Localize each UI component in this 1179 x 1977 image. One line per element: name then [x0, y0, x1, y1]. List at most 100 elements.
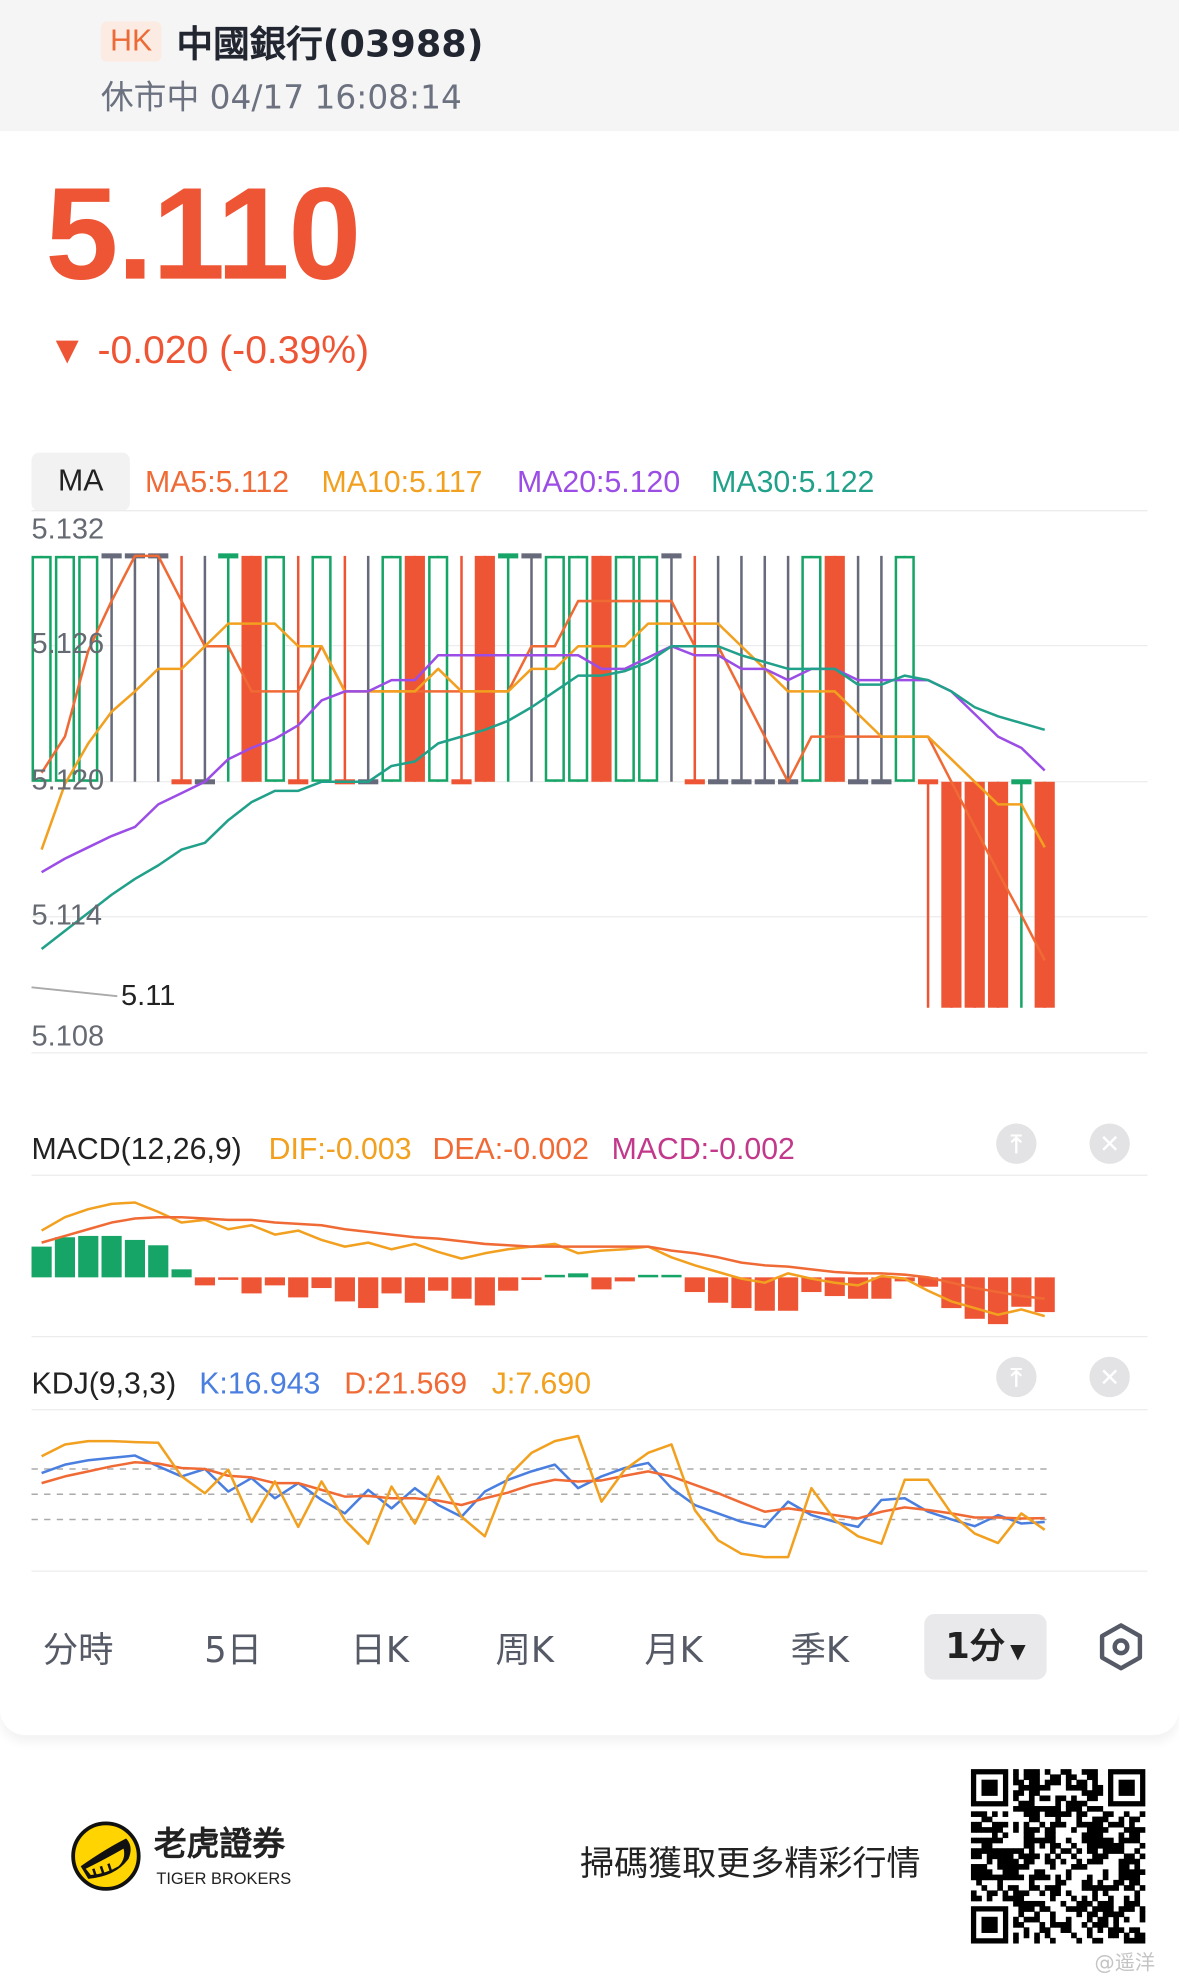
qr-module — [1092, 1774, 1098, 1781]
qr-module — [1039, 1906, 1046, 1912]
qr-module — [1081, 1864, 1088, 1870]
tab-1min-dropdown[interactable]: 1分 ▼ — [924, 1614, 1047, 1680]
qr-module — [1060, 1821, 1067, 1828]
last-price: 5.110 — [45, 161, 361, 308]
qr-module — [1028, 1795, 1035, 1802]
qr-module — [1028, 1916, 1035, 1923]
qr-module — [1097, 1853, 1104, 1860]
settings-icon[interactable] — [1097, 1623, 1145, 1671]
macd-bar — [288, 1277, 309, 1298]
tab-5day[interactable]: 5日 — [204, 1629, 263, 1671]
qr-module — [1108, 1842, 1114, 1849]
qr-module — [1028, 1774, 1035, 1781]
macd-bar — [871, 1277, 892, 1299]
pin-top-icon[interactable]: ⤒ — [996, 1356, 1037, 1398]
qr-module — [1023, 1784, 1030, 1791]
qr-module — [1123, 1853, 1130, 1860]
qr-module — [1013, 1932, 1019, 1939]
indicator-tab-ma[interactable]: MA — [31, 452, 130, 511]
qr-module — [1118, 1874, 1125, 1881]
qr-module — [1129, 1927, 1135, 1933]
macd-bar — [917, 1277, 939, 1287]
qr-module — [1013, 1885, 1019, 1891]
candle-up — [568, 555, 589, 782]
qr-module — [1050, 1858, 1056, 1865]
qr-module — [1134, 1874, 1141, 1881]
qr-module — [997, 1874, 1003, 1881]
qr-module — [1065, 1874, 1072, 1881]
qr-module — [1028, 1784, 1035, 1791]
qr-module — [1076, 1784, 1083, 1791]
close-icon[interactable]: ✕ — [1089, 1356, 1130, 1398]
min-price-marker: 5.11 — [121, 978, 176, 1012]
qr-module — [1018, 1848, 1025, 1854]
pin-top-icon[interactable]: ⤒ — [996, 1123, 1037, 1164]
tab-weekly-k[interactable]: 周K — [495, 1629, 555, 1671]
qr-module — [1050, 1806, 1056, 1812]
macd-bar — [264, 1277, 285, 1286]
qr-module — [1023, 1811, 1030, 1817]
qr-module — [986, 1837, 993, 1844]
qr-module — [1097, 1784, 1104, 1791]
qr-module — [1050, 1821, 1056, 1828]
qr-module — [997, 1848, 1003, 1854]
qr-module — [970, 1837, 977, 1844]
qr-module — [1102, 1842, 1109, 1849]
close-icon[interactable]: ✕ — [1089, 1123, 1130, 1164]
qr-module — [1097, 1821, 1104, 1828]
qr-module — [1002, 1869, 1009, 1875]
candle-down — [941, 781, 962, 1008]
qr-module — [970, 1827, 977, 1833]
qr-module — [1034, 1769, 1040, 1775]
qr-module — [1108, 1927, 1114, 1933]
macd-bar — [148, 1245, 169, 1278]
qr-module — [1065, 1848, 1072, 1854]
macd-value-label: MACD:-0.002 — [611, 1132, 795, 1167]
qr-module — [1092, 1769, 1098, 1775]
qr-module — [1134, 1858, 1141, 1865]
qr-module — [1086, 1774, 1093, 1781]
qr-module — [1097, 1832, 1104, 1839]
candle-up — [264, 555, 285, 782]
qr-module — [1060, 1858, 1067, 1865]
qr-module — [1044, 1927, 1051, 1933]
tab-intraday[interactable]: 分時 — [42, 1629, 114, 1671]
candle-doji — [708, 779, 729, 785]
qr-module — [997, 1879, 1003, 1886]
candle-doji — [218, 553, 239, 559]
qr-module — [1044, 1832, 1051, 1839]
min-price-pointer — [31, 986, 118, 998]
qr-module — [1108, 1906, 1114, 1912]
line-dif — [40, 1201, 1046, 1318]
qr-module — [1023, 1842, 1030, 1849]
qr-module — [997, 1827, 1003, 1833]
qr-module — [997, 1885, 1003, 1891]
qr-module — [986, 1842, 993, 1849]
qr-module — [1076, 1779, 1083, 1786]
qr-module — [981, 1837, 988, 1844]
qr-module — [1081, 1885, 1088, 1891]
line-ma5 — [40, 554, 1046, 961]
qr-module — [1034, 1811, 1040, 1817]
candle-doji — [171, 779, 192, 785]
macd-bar — [847, 1277, 869, 1299]
qr-module — [1044, 1932, 1051, 1939]
qr-module — [1071, 1906, 1077, 1912]
tab-monthly-k[interactable]: 月K — [644, 1629, 703, 1671]
candle-doji — [1011, 779, 1032, 785]
qr-module — [1102, 1827, 1109, 1833]
market-status: 休市中 04/17 16:08:14 — [100, 79, 462, 118]
qr-module — [1123, 1916, 1130, 1923]
qr-module — [1065, 1922, 1072, 1928]
qr-module — [1113, 1911, 1119, 1918]
qr-module — [1092, 1848, 1098, 1854]
qr-module — [1123, 1811, 1130, 1817]
qr-module — [1007, 1848, 1014, 1854]
qr-module — [1123, 1864, 1130, 1870]
tab-daily-k[interactable]: 日K — [350, 1629, 410, 1671]
qr-module — [1139, 1911, 1146, 1918]
qr-module — [1129, 1858, 1135, 1865]
tab-quarterly-k[interactable]: 季K — [790, 1629, 850, 1671]
qr-module — [1028, 1900, 1035, 1907]
